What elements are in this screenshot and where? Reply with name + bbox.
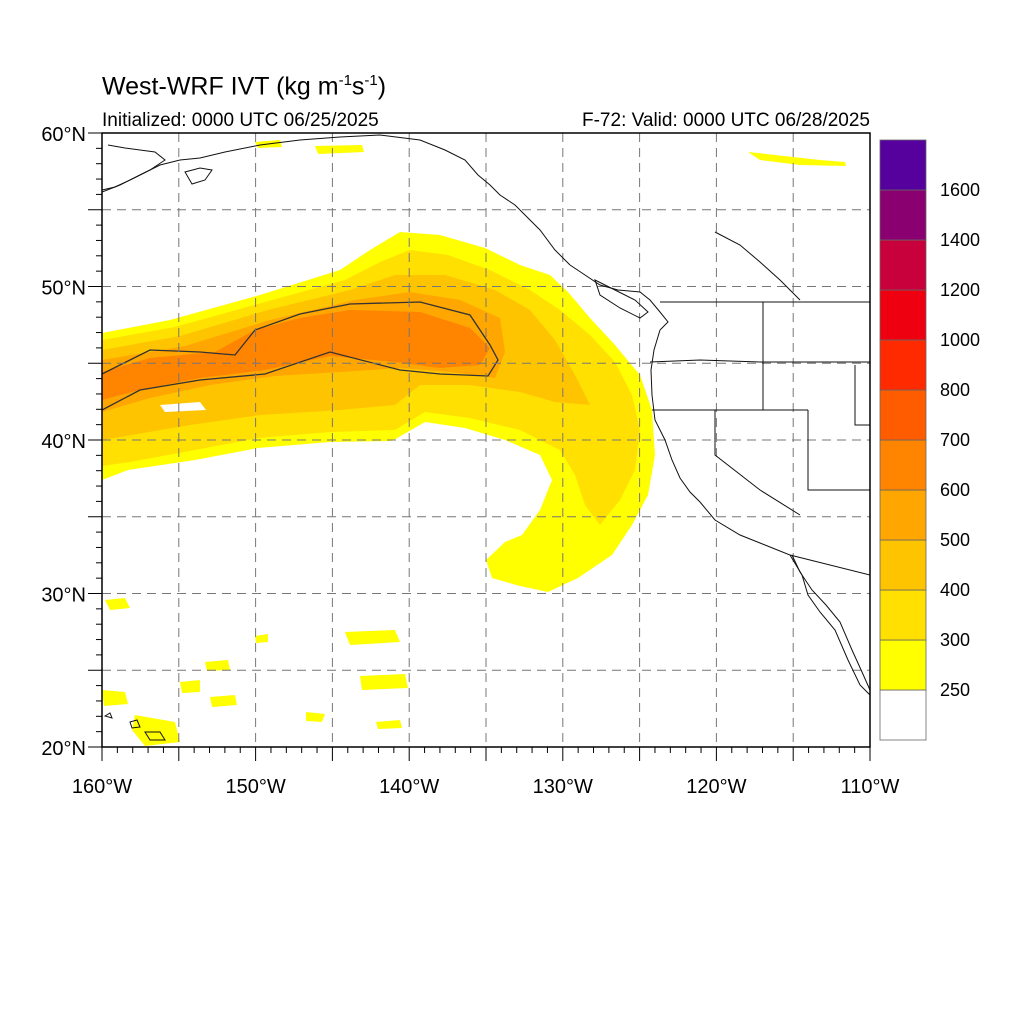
colorbar-label: 1000 <box>940 330 980 350</box>
colorbar-label: 400 <box>940 580 970 600</box>
colorbar-label: 1200 <box>940 280 980 300</box>
y-tick-label: 30°N <box>41 585 86 607</box>
state-border-nv-ca <box>714 410 801 516</box>
y-tick-label: 40°N <box>41 431 86 453</box>
y-axis-labels: 60°N 50°N 40°N 30°N 20°N <box>41 124 86 760</box>
colorbar-label: 600 <box>940 480 970 500</box>
ivt-patch <box>376 720 402 729</box>
axis-ticks <box>88 132 871 761</box>
colorbar-label: 800 <box>940 380 970 400</box>
init-time-label: Initialized: 0000 UTC 06/25/2025 <box>102 110 379 131</box>
x-axis-labels: 160°W 150°W 140°W 130°W 120°W 110°W <box>72 776 900 798</box>
gridlines <box>102 133 870 747</box>
colorbar-bin <box>879 489 927 541</box>
coastlines <box>102 134 870 741</box>
colorbar-bin <box>879 139 927 191</box>
colorbar-bin <box>879 239 927 291</box>
x-tick-label: 110°W <box>841 776 900 798</box>
y-tick-label: 20°N <box>41 738 86 760</box>
ivt-patch <box>306 712 325 722</box>
y-tick-label: 60°N <box>41 124 86 146</box>
ivt-gap <box>160 402 206 412</box>
colorbar-label: 500 <box>940 530 970 550</box>
hawaii-islands <box>103 712 166 741</box>
colorbar-label: 700 <box>940 430 970 450</box>
colorbar-bin <box>879 689 927 741</box>
ivt-patch <box>105 598 130 610</box>
colorbar-bin <box>879 639 927 691</box>
colorbar-bin <box>879 589 927 641</box>
vancouver-island <box>594 279 649 319</box>
x-tick-label: 130°W <box>533 776 593 798</box>
chart-title: West-WRF IVT (kg m-1s-1) <box>102 72 387 101</box>
colorbar-label: 1600 <box>940 180 980 200</box>
x-tick-label: 160°W <box>72 776 132 798</box>
state-border-or-wa <box>649 359 870 363</box>
colorbar-bin <box>879 439 927 491</box>
ivt-patch <box>210 695 237 707</box>
alaska-coast <box>102 134 571 266</box>
mountain-west-border <box>714 231 801 301</box>
ivt-patch <box>360 674 408 690</box>
colorbar: 250 300 400 500 600 700 800 1000 1200 1400 1600 <box>879 139 980 741</box>
ivt-patch <box>205 660 230 671</box>
ivt-contour-line <box>102 301 499 411</box>
bc-coast <box>569 264 669 331</box>
colorbar-bin <box>879 339 927 391</box>
x-tick-label: 120°W <box>686 776 746 798</box>
x-tick-label: 150°W <box>225 776 285 798</box>
kodiak-island <box>184 167 213 185</box>
ivt-patch <box>132 715 180 746</box>
colorbar-label: 1400 <box>940 230 980 250</box>
ivt-patch <box>315 145 364 154</box>
ivt-patch <box>180 680 200 693</box>
colorbar-bin <box>879 539 927 591</box>
state-border-ut <box>807 410 870 491</box>
mexico-border <box>789 554 870 576</box>
colorbar-label: 250 <box>940 680 970 700</box>
y-tick-label: 50°N <box>41 278 86 300</box>
ivt-patch <box>102 690 128 706</box>
ivt-patch <box>345 630 400 645</box>
colorbar-bin <box>879 189 927 241</box>
alaska-peninsula <box>102 144 166 191</box>
ivt-patch <box>748 152 846 166</box>
colorbar-bin <box>879 289 927 341</box>
ivt-field <box>102 140 846 746</box>
baja-coast <box>791 554 870 691</box>
us-west-coast <box>650 329 870 696</box>
colorbar-label: 300 <box>940 630 970 650</box>
colorbar-bin <box>879 389 927 441</box>
state-border-wy <box>854 365 870 426</box>
x-tick-label: 140°W <box>379 776 439 798</box>
ivt-patch <box>255 634 268 643</box>
valid-time-label: F-72: Valid: 0000 UTC 06/28/2025 <box>582 110 870 131</box>
ivt-contour-600 <box>102 310 490 400</box>
